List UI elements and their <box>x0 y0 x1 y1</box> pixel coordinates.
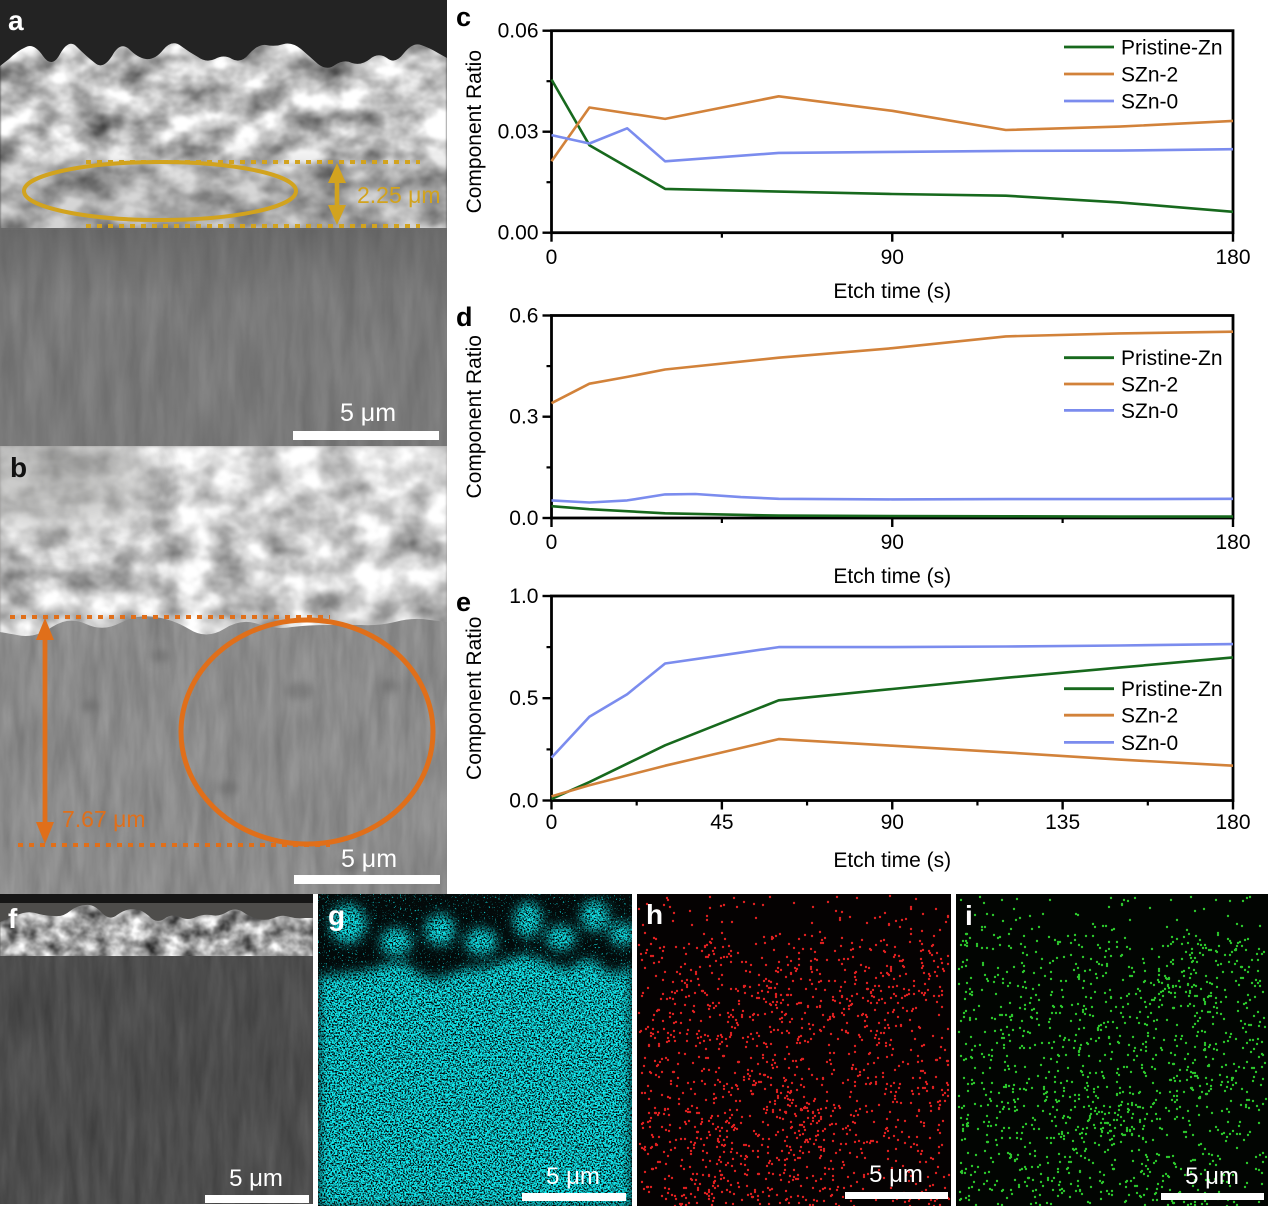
svg-text:d: d <box>456 302 473 332</box>
svg-text:Etch time (s): Etch time (s) <box>833 280 951 303</box>
svg-text:0.00: 0.00 <box>498 222 539 245</box>
svg-text:180: 180 <box>1215 246 1250 269</box>
svg-text:90: 90 <box>881 811 904 834</box>
svg-text:e: e <box>456 587 471 617</box>
svg-text:Pristine-Zn: Pristine-Zn <box>1121 678 1223 701</box>
svg-text:a: a <box>8 5 24 36</box>
svg-text:Component Ratio: Component Ratio <box>463 335 486 498</box>
svg-text:0.5: 0.5 <box>509 687 538 710</box>
svg-text:c: c <box>456 2 471 32</box>
svg-text:5 μm: 5 μm <box>1185 1163 1239 1190</box>
svg-text:5 μm: 5 μm <box>341 845 397 873</box>
svg-text:90: 90 <box>881 246 904 269</box>
svg-text:90: 90 <box>881 531 904 554</box>
svg-text:0.3: 0.3 <box>509 406 538 429</box>
svg-text:SZn-2: SZn-2 <box>1121 374 1178 397</box>
svg-text:180: 180 <box>1215 531 1250 554</box>
svg-text:Pristine-Zn: Pristine-Zn <box>1121 37 1223 60</box>
svg-text:45: 45 <box>710 811 733 834</box>
svg-text:135: 135 <box>1045 811 1080 834</box>
svg-text:Component Ratio: Component Ratio <box>463 617 486 780</box>
svg-text:180: 180 <box>1215 811 1250 834</box>
svg-text:0: 0 <box>546 531 558 554</box>
svg-text:SZn-0: SZn-0 <box>1121 732 1178 755</box>
svg-text:0.06: 0.06 <box>498 20 539 43</box>
svg-text:SZn-2: SZn-2 <box>1121 64 1178 87</box>
svg-text:f: f <box>8 903 18 934</box>
svg-text:5 μm: 5 μm <box>869 1161 923 1188</box>
svg-text:b: b <box>10 452 27 483</box>
svg-text:Etch time (s): Etch time (s) <box>833 849 951 872</box>
svg-text:Etch time (s): Etch time (s) <box>833 565 951 588</box>
svg-text:Pristine-Zn: Pristine-Zn <box>1121 347 1223 370</box>
svg-text:Component Ratio: Component Ratio <box>463 50 486 213</box>
svg-text:0.03: 0.03 <box>498 121 539 144</box>
svg-text:0.0: 0.0 <box>509 507 538 530</box>
svg-text:SZn-0: SZn-0 <box>1121 400 1178 423</box>
svg-text:1.0: 1.0 <box>509 585 538 608</box>
svg-text:SZn-0: SZn-0 <box>1121 91 1178 114</box>
svg-text:0: 0 <box>546 811 558 834</box>
svg-text:0.6: 0.6 <box>509 305 538 328</box>
svg-text:7.67 μm: 7.67 μm <box>62 806 146 832</box>
svg-text:2.25 μm: 2.25 μm <box>357 182 441 208</box>
svg-text:5 μm: 5 μm <box>229 1165 283 1192</box>
svg-text:5 μm: 5 μm <box>546 1163 600 1190</box>
svg-text:0: 0 <box>546 246 558 269</box>
svg-text:SZn-2: SZn-2 <box>1121 705 1178 728</box>
svg-text:g: g <box>328 900 345 931</box>
svg-text:5 μm: 5 μm <box>340 399 396 427</box>
svg-text:i: i <box>965 900 973 931</box>
svg-text:h: h <box>646 899 663 930</box>
svg-text:0.0: 0.0 <box>509 790 538 813</box>
